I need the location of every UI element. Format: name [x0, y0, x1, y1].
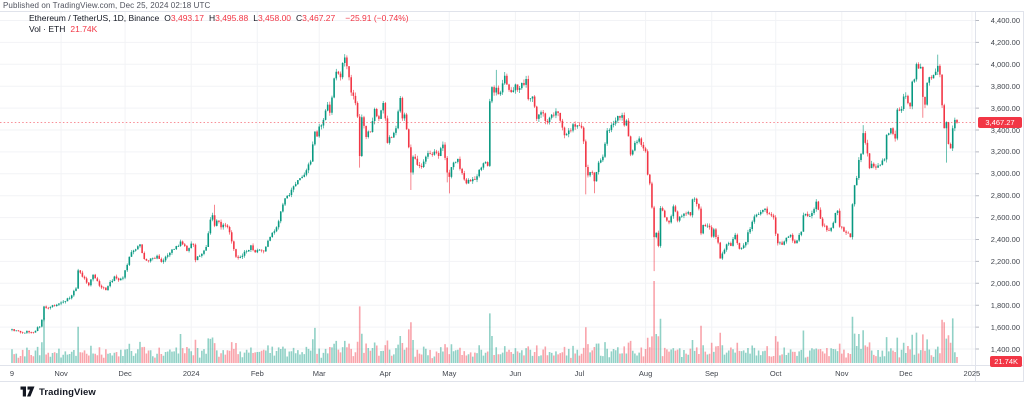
- time-axis-tick: Dec: [899, 369, 913, 378]
- tradingview-logo-icon[interactable]: [20, 386, 35, 398]
- last-volume-label: 21.74K: [990, 356, 1022, 367]
- time-axis-tick: Jun: [509, 369, 522, 378]
- price-axis-tick: 3,200.00: [990, 147, 1020, 157]
- time-axis-tick: 9: [9, 369, 15, 378]
- time-axis-tick: Oct: [769, 369, 782, 378]
- time-axis-tick: Feb: [250, 369, 264, 378]
- symbol-title[interactable]: Ethereum / TetherUS, 1D, Binance: [29, 13, 160, 23]
- ohlc-value: 3,493.17: [170, 13, 204, 23]
- price-axis-tick: 2,200.00: [990, 256, 1020, 266]
- last-price-label: 3,467.27: [978, 116, 1022, 128]
- price-axis-tick: 3,000.00: [990, 169, 1020, 179]
- price-axis-tick: 3,800.00: [990, 81, 1020, 91]
- up-candle-wicks: [11, 54, 956, 334]
- price-axis-tick: 4,200.00: [990, 37, 1020, 47]
- price-axis-tick: 3,400.00: [990, 125, 1020, 135]
- time-axis-tick: May: [442, 369, 457, 378]
- time-axis-tick: Aug: [638, 369, 653, 378]
- volume-title[interactable]: Vol · ETH: [29, 24, 66, 34]
- price-axis-tick: 4,400.00: [990, 16, 1020, 25]
- legend-row-volume: Vol · ETH 21.74K: [29, 24, 409, 34]
- price-axis-tick: 1,800.00: [990, 300, 1020, 310]
- tradingview-wordmark[interactable]: TradingView: [39, 386, 96, 398]
- price-axis-tick: 1,600.00: [990, 322, 1020, 332]
- ohlc-key: O: [164, 13, 171, 23]
- price-axis-tick: 4,000.00: [990, 59, 1020, 69]
- ohlc-key: L: [253, 13, 258, 23]
- price-axis-tick: 3,600.00: [990, 103, 1020, 113]
- time-axis-tick: Apr: [379, 369, 392, 378]
- time-axis-tick: Dec: [118, 369, 132, 378]
- price-axis-tick: 2,400.00: [990, 235, 1020, 244]
- ohlc-values: O 3,493.17 H 3,495.88 L 3,458.00 C 3,467.27: [164, 13, 340, 23]
- ohlc-value: 3,495.88: [215, 13, 249, 23]
- axis-frame: [0, 11, 1024, 382]
- price-axis-tick: 2,800.00: [990, 191, 1020, 201]
- time-axis-tick: 2024: [182, 369, 200, 378]
- symbol-legend: Ethereum / TetherUS, 1D, Binance O 3,493.…: [29, 13, 409, 35]
- ohlc-value: 3,467.27: [302, 13, 336, 23]
- price-axis-tick: 1,400.00: [990, 344, 1020, 354]
- change-value: −25.91 (−0.74%): [345, 13, 409, 23]
- ohlc-value: 3,458.00: [257, 13, 292, 23]
- ohlc-key: C: [296, 13, 303, 23]
- price-tick-marks: [975, 20, 979, 350]
- time-axis-tick: 2025: [963, 369, 981, 378]
- time-axis-tick: Jul: [574, 369, 585, 378]
- time-axis-tick: Nov: [835, 369, 849, 378]
- price-axis-tick: 2,000.00: [990, 278, 1020, 288]
- legend-row-symbol: Ethereum / TetherUS, 1D, Binance O 3,493.…: [29, 13, 409, 23]
- footer: TradingView: [20, 386, 96, 398]
- time-axis-tick: Nov: [54, 369, 68, 378]
- down-candle-wicks: [13, 55, 958, 334]
- up-volume-bars: [11, 313, 956, 363]
- price-axis-tick: 2,600.00: [990, 213, 1020, 223]
- ohlc-key: H: [208, 13, 216, 23]
- published-text: Published on TradingView.com, Dec 25, 20…: [3, 1, 211, 10]
- time-axis-tick: Mar: [312, 369, 326, 378]
- time-axis-tick: Sep: [705, 369, 719, 378]
- published-bar: Published on TradingView.com, Dec 25, 20…: [0, 0, 1024, 12]
- volume-value: 21.74K: [70, 24, 98, 34]
